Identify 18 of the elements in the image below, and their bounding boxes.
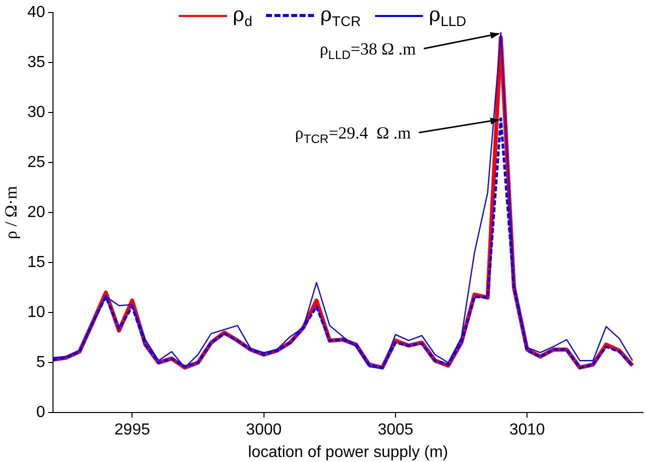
y-tick-label: 15 [27,254,46,272]
y-tick-label: 35 [27,54,46,72]
x-tick-label: 3005 [378,422,414,439]
x-tick-label: 3000 [246,422,282,439]
legend-label: ρ$_{d}$ [232,2,252,29]
y-tick-label: 20 [27,204,46,222]
y-tick-label: 40 [27,4,46,22]
y-tick-label: 25 [27,154,46,172]
y-tick-label: 5 [36,354,46,372]
x-tick-label: 3010 [509,422,546,439]
legend-label: ρ$_{LLD}$ [428,2,466,29]
x-tick-label: 2995 [114,422,150,439]
legend-label: ρ$_{TCR}$ [320,2,361,29]
y-tick-label: 30 [27,104,46,122]
x-axis-title: location of power supply (m) [248,444,448,461]
y-tick-label: 0 [36,404,46,422]
y-tick-label: 10 [27,304,46,322]
y-axis-title: ρ / Ω·m [2,186,21,240]
